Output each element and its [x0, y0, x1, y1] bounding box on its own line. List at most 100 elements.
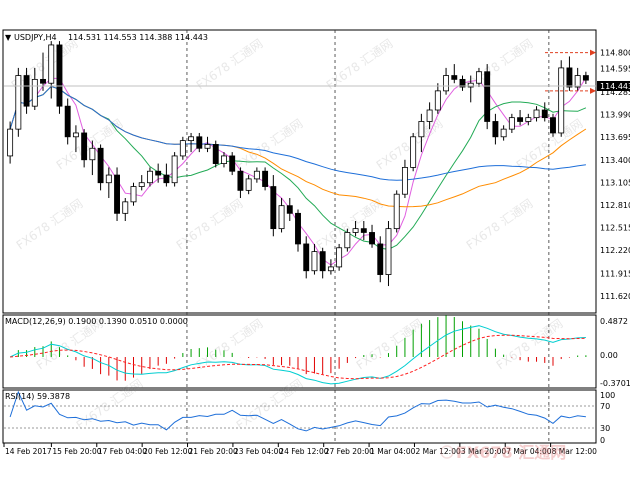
price-axis-label: 112.220 [600, 246, 630, 255]
time-axis-label: 8 Mar 12:00 [552, 447, 598, 456]
candle-body [574, 75, 581, 88]
chart-menu-icon[interactable]: ▼ [5, 33, 12, 42]
candle-body [492, 121, 499, 138]
candle-body [97, 147, 104, 184]
price-axis-label: 114.285 [600, 88, 630, 97]
time-axis-label: 21 Feb 20:00 [189, 447, 238, 456]
price-axis-label: 113.400 [600, 156, 630, 165]
rsi-line [9, 390, 586, 432]
price-axis-label: 111.915 [600, 269, 630, 278]
candle-body [525, 117, 532, 122]
candle-body [426, 109, 433, 122]
current-price-badge [597, 81, 630, 91]
candle-body [303, 243, 310, 272]
time-axis-label: 27 Feb 20:00 [325, 447, 374, 456]
candle-body [270, 186, 277, 230]
candle-body [48, 44, 55, 84]
candle-body [319, 251, 326, 272]
candle-body [286, 205, 293, 214]
target-arrow-icon [590, 87, 596, 94]
macd-axis-bottom: -0.3701 [600, 379, 630, 388]
macd-main-line [9, 325, 586, 385]
candle-body [352, 228, 359, 233]
candle-body [566, 67, 573, 88]
target-arrow-icon [590, 49, 596, 56]
candle-body [122, 201, 129, 214]
rsi-axis-70: 70 [600, 402, 610, 411]
candle-body [360, 228, 367, 233]
current-price-text: 114.443 [600, 82, 630, 91]
macd-label: MACD(12,26,9) 0.1900 0.1390 0.0510 0.000… [5, 317, 188, 326]
day-separators [186, 30, 550, 443]
candle-body [15, 75, 22, 130]
price-axis-label: 114.800 [600, 49, 630, 58]
target-levels [545, 49, 596, 94]
price-axis-label: 113.990 [600, 111, 630, 120]
candle-body [344, 232, 351, 249]
candle-body [377, 243, 384, 275]
candle-body [89, 147, 96, 161]
candle-body [23, 75, 30, 107]
candle-body [311, 251, 318, 272]
time-axis-label: 17 Feb 04:00 [98, 447, 147, 456]
candle-body [64, 105, 71, 138]
candle-body [163, 174, 170, 184]
time-axis-label: 14 Feb 2017 [5, 447, 52, 456]
time-axis-label: 1 Mar 04:00 [370, 447, 416, 456]
candle-body [327, 266, 334, 272]
candle-body [278, 205, 285, 230]
candle-body [188, 136, 195, 142]
candle-body [541, 109, 548, 119]
rsi-axis-100: 100 [600, 391, 615, 400]
candle-body [212, 144, 219, 164]
macd-signal-line [10, 334, 586, 380]
candle-body [40, 78, 46, 84]
candle-body [459, 78, 466, 88]
candle-body [500, 128, 507, 138]
price-axis-label: 112.810 [600, 201, 630, 210]
rsi-label: RSI(14) 59.3878 [5, 392, 70, 401]
candle-body [295, 212, 301, 245]
candle-body [369, 232, 375, 245]
rsi-panel-frame [2, 389, 597, 444]
fx678-logo: FX678 汇通网 [440, 443, 566, 462]
rsi-axis-30: 30 [600, 424, 610, 433]
candle-body [418, 121, 425, 138]
candle-body [550, 117, 556, 134]
rsi-axis-0: 0 [600, 436, 605, 445]
price-axis-label: 113.695 [600, 133, 630, 142]
candle-body [56, 44, 63, 107]
price-axis-label: 113.105 [600, 178, 630, 187]
candle-body [385, 228, 392, 275]
candle-body [138, 182, 145, 187]
candle-body [533, 109, 540, 119]
candle-body [558, 67, 565, 134]
candle-body [114, 174, 120, 214]
candle-body [451, 75, 458, 80]
candle-body [237, 170, 244, 191]
candle-body [517, 117, 524, 122]
candle-body [582, 75, 589, 81]
candle-body [7, 128, 14, 157]
candle-body [81, 132, 88, 161]
candle-body [336, 247, 343, 268]
price-axis-label: 111.620 [600, 292, 630, 301]
symbol-label: USDJPY,H4 [14, 33, 57, 42]
candle-body [130, 186, 137, 203]
candle-body [229, 155, 236, 172]
candle-body [467, 82, 474, 88]
candle-body [171, 155, 178, 184]
candle-body [72, 132, 79, 138]
candle-body [434, 90, 441, 111]
ma-long-line [9, 85, 586, 181]
candle-body [221, 155, 227, 164]
price-axis-label: 114.595 [600, 64, 630, 73]
macd-axis-zero: 0.00 [600, 351, 618, 360]
candle-body [443, 75, 450, 92]
price-axis-label: 112.515 [600, 223, 630, 232]
candle-body [146, 170, 153, 184]
candle-body [155, 170, 162, 176]
candle-body [484, 71, 491, 122]
